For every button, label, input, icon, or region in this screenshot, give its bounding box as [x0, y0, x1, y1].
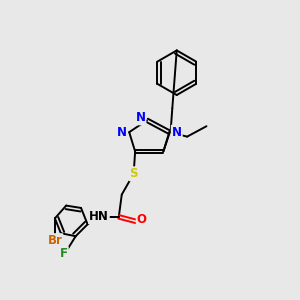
- Text: HN: HN: [89, 210, 109, 224]
- Text: N: N: [136, 111, 146, 124]
- Text: O: O: [137, 213, 147, 226]
- Text: N: N: [117, 126, 127, 139]
- Text: F: F: [60, 247, 68, 260]
- Text: N: N: [172, 126, 182, 139]
- Text: Br: Br: [47, 234, 62, 247]
- Text: S: S: [129, 167, 138, 180]
